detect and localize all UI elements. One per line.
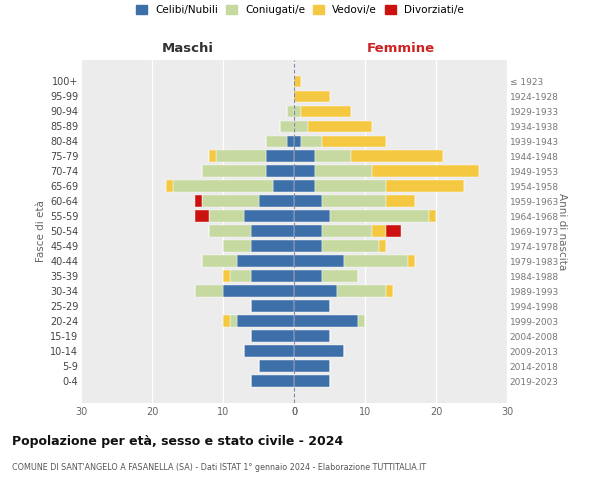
Bar — [259, 360, 294, 372]
Bar — [244, 210, 294, 222]
Bar — [209, 150, 216, 162]
Bar — [386, 286, 394, 297]
Bar — [251, 300, 294, 312]
Bar — [316, 166, 372, 177]
Bar — [429, 210, 436, 222]
Bar — [194, 196, 202, 207]
Bar — [308, 120, 372, 132]
Bar — [223, 316, 230, 327]
Bar — [194, 210, 209, 222]
Bar — [251, 330, 294, 342]
Bar — [216, 150, 266, 162]
Bar — [173, 180, 272, 192]
Text: Femmine: Femmine — [367, 42, 434, 55]
Bar — [329, 210, 429, 222]
Bar — [301, 106, 351, 117]
Bar — [237, 316, 294, 327]
Bar — [209, 210, 244, 222]
Bar — [358, 316, 365, 327]
Bar — [351, 150, 443, 162]
Bar — [230, 316, 237, 327]
Bar — [294, 180, 316, 192]
Bar — [322, 270, 358, 282]
Bar — [294, 136, 301, 147]
Bar — [251, 270, 294, 282]
Bar — [294, 360, 329, 372]
Bar — [322, 226, 372, 237]
Bar — [294, 256, 344, 267]
Bar — [294, 270, 322, 282]
Bar — [266, 136, 287, 147]
Bar — [294, 196, 322, 207]
Bar — [294, 120, 308, 132]
Bar — [294, 76, 301, 88]
Bar — [322, 136, 386, 147]
Bar — [294, 286, 337, 297]
Bar — [166, 180, 173, 192]
Bar — [230, 270, 251, 282]
Bar — [244, 346, 294, 357]
Bar — [287, 136, 294, 147]
Bar — [316, 180, 386, 192]
Bar — [344, 256, 407, 267]
Bar — [202, 256, 237, 267]
Bar — [294, 375, 329, 387]
Bar — [202, 166, 266, 177]
Bar — [294, 346, 344, 357]
Bar — [287, 106, 294, 117]
Bar — [386, 196, 415, 207]
Bar — [223, 286, 294, 297]
Bar — [202, 196, 259, 207]
Bar — [251, 226, 294, 237]
Bar — [407, 256, 415, 267]
Bar — [251, 375, 294, 387]
Bar — [372, 166, 479, 177]
Bar — [322, 196, 386, 207]
Bar — [386, 180, 464, 192]
Bar — [294, 150, 316, 162]
Bar — [280, 120, 294, 132]
Y-axis label: Anni di nascita: Anni di nascita — [557, 192, 568, 270]
Legend: Celibi/Nubili, Coniugati/e, Vedovi/e, Divorziati/e: Celibi/Nubili, Coniugati/e, Vedovi/e, Di… — [136, 5, 464, 15]
Bar — [294, 226, 322, 237]
Bar — [209, 226, 251, 237]
Bar — [294, 330, 329, 342]
Bar — [237, 256, 294, 267]
Bar — [294, 240, 322, 252]
Bar — [223, 270, 230, 282]
Bar — [294, 106, 301, 117]
Bar — [386, 226, 401, 237]
Bar — [294, 166, 316, 177]
Bar — [194, 286, 223, 297]
Bar — [266, 150, 294, 162]
Text: COMUNE DI SANT'ANGELO A FASANELLA (SA) - Dati ISTAT 1° gennaio 2024 - Elaborazio: COMUNE DI SANT'ANGELO A FASANELLA (SA) -… — [12, 462, 426, 471]
Bar — [251, 240, 294, 252]
Bar — [316, 150, 351, 162]
Bar — [372, 226, 386, 237]
Bar — [294, 316, 358, 327]
Bar — [337, 286, 386, 297]
Y-axis label: Fasce di età: Fasce di età — [35, 200, 46, 262]
Bar — [294, 300, 329, 312]
Bar — [322, 240, 379, 252]
Bar — [223, 240, 251, 252]
Bar — [259, 196, 294, 207]
Bar — [266, 166, 294, 177]
Text: Maschi: Maschi — [161, 42, 214, 55]
Text: Popolazione per età, sesso e stato civile - 2024: Popolazione per età, sesso e stato civil… — [12, 435, 343, 448]
Bar — [294, 210, 329, 222]
Bar — [301, 136, 322, 147]
Bar — [294, 90, 329, 102]
Bar — [272, 180, 294, 192]
Bar — [379, 240, 386, 252]
